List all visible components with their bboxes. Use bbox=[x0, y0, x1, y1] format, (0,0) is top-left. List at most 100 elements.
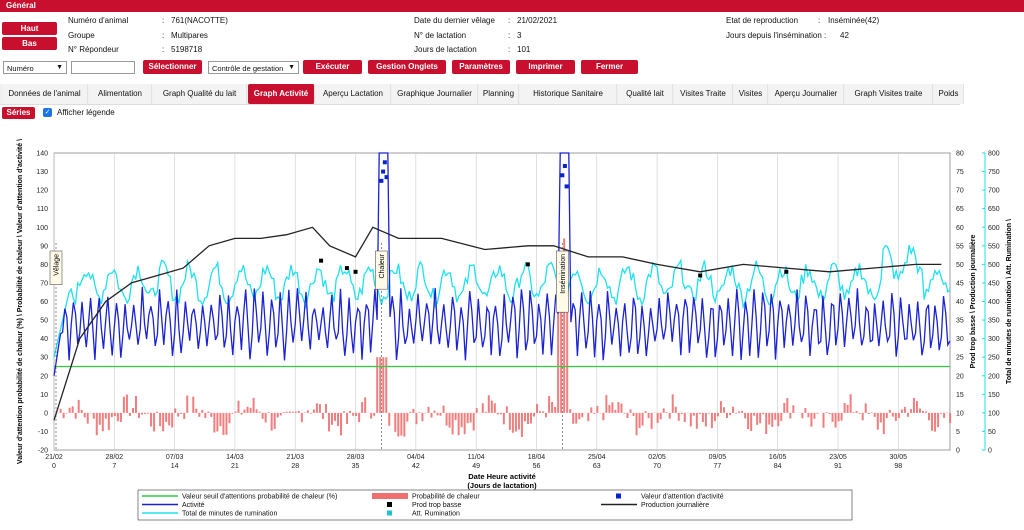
heat-probability-bar bbox=[750, 412, 753, 432]
heat-probability-bar bbox=[879, 412, 882, 423]
execute-button[interactable]: Exécuter bbox=[303, 60, 362, 74]
x-tick-date: 09/05 bbox=[709, 454, 727, 461]
x-tick-day: 56 bbox=[533, 463, 541, 470]
heat-probability-bar bbox=[216, 412, 219, 432]
heat-probability-bar bbox=[222, 412, 225, 435]
tab-2[interactable]: Graph Qualité du lait bbox=[153, 84, 247, 104]
heat-probability-bar bbox=[125, 394, 128, 413]
x-tick-date: 18/04 bbox=[528, 454, 546, 461]
y-axis-title-right2: Total de minutes de rumination \ Att. Ru… bbox=[1006, 219, 1013, 384]
heat-probability-bar bbox=[219, 412, 222, 427]
heat-probability-bar bbox=[873, 412, 876, 417]
heat-probability-bar bbox=[370, 412, 373, 419]
tab-7[interactable]: Historique Sanitaire bbox=[520, 84, 617, 104]
series-button[interactable]: Séries bbox=[2, 107, 35, 119]
heat-probability-bar bbox=[128, 412, 131, 417]
heat-probability-bar bbox=[668, 412, 671, 419]
heat-probability-bar bbox=[349, 410, 352, 413]
heat-probability-bar bbox=[294, 411, 297, 413]
heat-probability-bar bbox=[638, 412, 641, 428]
show-legend-checkbox[interactable]: ✓ bbox=[43, 108, 52, 117]
y-tick-left: 120 bbox=[36, 188, 48, 195]
responder-label: N° Répondeur bbox=[68, 45, 119, 54]
low-production-marker bbox=[319, 258, 324, 263]
heat-probability-bar bbox=[442, 405, 445, 413]
close-button[interactable]: Fermer bbox=[581, 60, 638, 74]
y-axis-title-right1: Prod trop basse \ Production journalière bbox=[970, 234, 977, 368]
heat-probability-bar bbox=[192, 396, 195, 413]
activity-attention-marker bbox=[560, 173, 565, 178]
heat-probability-bar bbox=[433, 410, 436, 413]
print-button[interactable]: Imprimer bbox=[516, 60, 575, 74]
event-label: Chaleur bbox=[379, 253, 386, 278]
down-button[interactable]: Bas bbox=[2, 37, 57, 50]
heat-probability-bar bbox=[439, 412, 442, 416]
tab-11[interactable]: Aperçu Journalier bbox=[769, 84, 844, 104]
heat-probability-bar bbox=[641, 412, 644, 426]
y-tick-right1: 25 bbox=[956, 355, 964, 362]
legend-label: Att. Rumination bbox=[412, 511, 460, 518]
tab-6[interactable]: Planning bbox=[479, 84, 519, 104]
heat-probability-bar bbox=[792, 405, 795, 413]
tab-3[interactable]: Graph Activité bbox=[248, 84, 315, 104]
x-tick-date: 11/04 bbox=[468, 454, 485, 461]
tab-13[interactable]: Poids bbox=[934, 84, 964, 104]
heat-probability-bar bbox=[267, 412, 270, 413]
x-tick-day: 35 bbox=[352, 463, 360, 470]
heat-probability-bar bbox=[481, 403, 484, 413]
heat-probability-bar bbox=[940, 412, 943, 414]
heat-probability-bar bbox=[744, 412, 747, 419]
manage-tabs-button[interactable]: Gestion Onglets bbox=[368, 60, 446, 74]
up-button[interactable]: Haut bbox=[2, 22, 57, 35]
y-tick-right2: 650 bbox=[988, 206, 1000, 213]
tab-5[interactable]: Graphique Journalier bbox=[392, 84, 478, 104]
heat-probability-bar bbox=[406, 412, 409, 422]
y-tick-right1: 70 bbox=[956, 188, 964, 195]
activity-attention-marker bbox=[384, 175, 389, 180]
tab-12[interactable]: Graph Visites traite bbox=[845, 84, 933, 104]
legend-label: Prod trop basse bbox=[412, 502, 462, 509]
y-tick-left: -20 bbox=[38, 448, 48, 455]
heat-probability-bar bbox=[460, 412, 463, 428]
tab-0[interactable]: Données de l'animal bbox=[2, 84, 88, 104]
heat-probability-bar bbox=[596, 405, 599, 413]
heat-probability-bar bbox=[569, 409, 572, 413]
show-legend-label: Afficher légende bbox=[57, 108, 115, 117]
heat-probability-bar bbox=[813, 412, 816, 419]
x-tick-day: 14 bbox=[171, 463, 179, 470]
heat-probability-bar bbox=[451, 412, 454, 435]
tab-9[interactable]: Visites Traite bbox=[674, 84, 733, 104]
heat-probability-bar bbox=[517, 412, 520, 430]
y-tick-right2: 750 bbox=[988, 169, 1000, 176]
heat-probability-bar bbox=[759, 412, 762, 424]
heat-probability-bar bbox=[903, 406, 906, 413]
y-tick-left: 10 bbox=[40, 392, 48, 399]
tab-10[interactable]: Visites bbox=[734, 84, 768, 104]
heat-probability-bar bbox=[738, 411, 741, 413]
heat-probability-bars bbox=[56, 238, 952, 437]
heat-probability-bar bbox=[762, 412, 765, 415]
heat-probability-bar bbox=[490, 400, 493, 413]
heat-probability-bar bbox=[104, 412, 107, 419]
search-type-select[interactable]: Numéro ▼ bbox=[3, 61, 67, 74]
y-tick-left: -10 bbox=[38, 429, 48, 436]
heat-probability-bar bbox=[83, 412, 86, 418]
event-box bbox=[49, 250, 63, 285]
tab-4[interactable]: Aperçu Lactation bbox=[316, 84, 391, 104]
tab-1[interactable]: Alimentation bbox=[89, 84, 152, 104]
search-input[interactable] bbox=[71, 61, 135, 74]
parameters-button[interactable]: Paramètres bbox=[452, 60, 510, 74]
heat-probability-bar bbox=[620, 403, 623, 413]
heat-probability-bar bbox=[882, 412, 885, 435]
heat-probability-bar bbox=[632, 412, 635, 416]
y-tick-left: 140 bbox=[36, 151, 48, 158]
action-select[interactable]: Contrôle de gestation ▼ bbox=[208, 61, 299, 74]
heat-probability-bar bbox=[409, 411, 412, 413]
heat-probability-bar bbox=[888, 409, 891, 413]
select-button[interactable]: Sélectionner bbox=[143, 60, 202, 74]
heat-probability-bar bbox=[747, 412, 750, 430]
tab-8[interactable]: Qualité lait bbox=[618, 84, 673, 104]
heat-probability-bar bbox=[867, 412, 870, 415]
heat-probability-bar bbox=[183, 412, 186, 419]
heat-probability-bar bbox=[499, 412, 502, 415]
